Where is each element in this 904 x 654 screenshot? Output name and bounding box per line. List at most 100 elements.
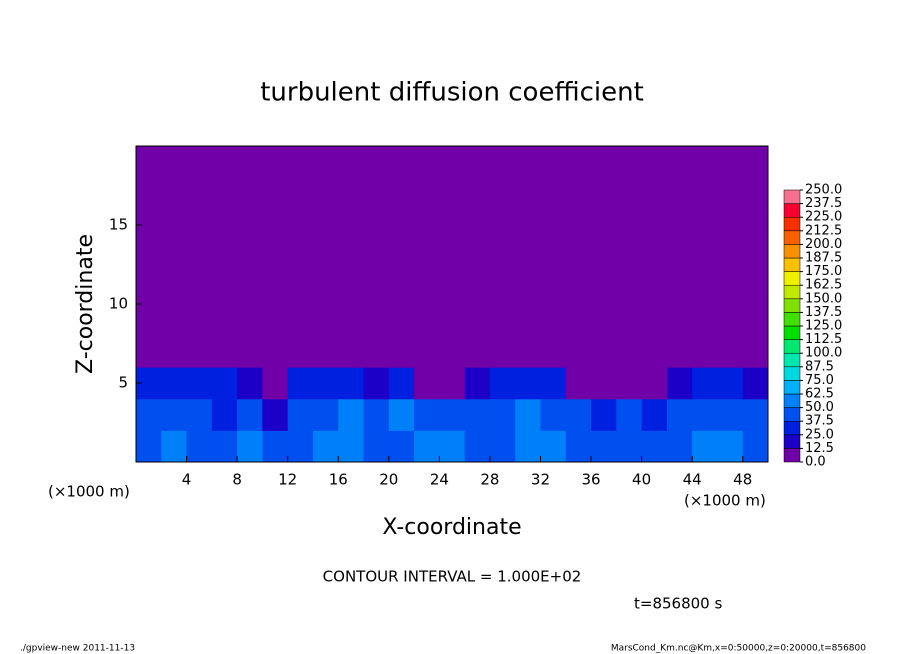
cell: [287, 430, 314, 463]
cell: [161, 367, 188, 400]
colorbar-swatch: [783, 312, 801, 327]
colorbar-label: 225.0: [805, 210, 842, 225]
cell: [211, 398, 238, 431]
x-tick-label: 36: [581, 471, 600, 489]
y-unit: (×1000 m): [48, 483, 130, 501]
cell: [666, 430, 693, 463]
cell: [237, 430, 263, 463]
cell: [211, 146, 238, 368]
cell: [388, 430, 415, 463]
cell: [717, 146, 744, 368]
colorbar-swatch: [783, 203, 801, 218]
x-tick-label: 32: [531, 471, 550, 489]
colorbar-label: 162.5: [805, 278, 842, 293]
cell: [742, 398, 769, 431]
cell: [742, 146, 769, 368]
cell: [136, 430, 162, 463]
cell: [742, 430, 769, 463]
cell: [439, 146, 466, 368]
colorbar-swatch: [783, 230, 801, 245]
cell: [312, 146, 339, 368]
cell: [515, 398, 541, 431]
x-tick-label: 16: [329, 471, 348, 489]
cell: [211, 430, 238, 463]
colorbar-swatch: [783, 393, 801, 408]
cell: [616, 430, 643, 463]
cell: [666, 398, 693, 431]
cell: [338, 367, 365, 400]
y-tick-label: 15: [109, 216, 128, 234]
cell: [388, 398, 415, 431]
cell: [338, 430, 365, 463]
colorbar-swatch: [783, 380, 801, 395]
cell: [489, 146, 516, 368]
colorbar-label: 100.0: [805, 346, 842, 361]
cell: [515, 430, 541, 463]
cell: [489, 398, 516, 431]
cell: [464, 430, 491, 463]
cell: [287, 398, 314, 431]
cell: [540, 146, 567, 368]
cell: [338, 146, 365, 368]
cell: [262, 146, 289, 368]
colorbar-swatch: [783, 352, 801, 368]
cell: [439, 398, 466, 431]
cell: [363, 146, 390, 368]
x-tick-label: 24: [430, 471, 449, 489]
footer-left: ./gpview-new 2011-11-13: [20, 644, 135, 654]
colorbar-label: 87.5: [805, 359, 834, 374]
colorbar-swatch: [783, 325, 801, 340]
colorbar-label: 175.0: [805, 264, 842, 279]
cell: [591, 430, 617, 463]
x-tick-label: 8: [232, 471, 242, 489]
cell: [414, 146, 440, 368]
colorbar-swatch: [783, 339, 801, 354]
cell: [591, 146, 617, 368]
cell: [641, 430, 668, 463]
cell: [414, 367, 440, 400]
colorbar-swatch: [783, 284, 801, 300]
cell: [439, 367, 466, 400]
cell: [616, 146, 643, 368]
cell: [616, 398, 643, 431]
cell: [414, 398, 440, 431]
cell: [692, 367, 718, 400]
colorbar-label: 0.0: [805, 455, 826, 470]
x-tick-label: 40: [632, 471, 651, 489]
colorbar-label: 150.0: [805, 291, 842, 306]
colorbar-label: 37.5: [805, 414, 834, 429]
colorbar-label: 250.0: [805, 183, 842, 198]
cell: [161, 430, 188, 463]
cell: [565, 367, 592, 400]
colorbar-label: 75.0: [805, 373, 834, 388]
x-tick-label: 48: [733, 471, 752, 489]
colorbar-label: 62.5: [805, 387, 834, 402]
cell: [540, 398, 567, 431]
colorbar-swatch: [783, 216, 801, 232]
cell: [388, 367, 415, 400]
y-axis-label: Z-coordinate: [73, 234, 98, 374]
colorbar-label: 50.0: [805, 400, 834, 415]
colorbar-label: 25.0: [805, 427, 834, 442]
cell: [312, 398, 339, 431]
x-axis-label: X-coordinate: [382, 515, 521, 540]
cell: [363, 430, 390, 463]
cell: [136, 146, 162, 368]
cell: [237, 146, 263, 368]
colorbar-swatch: [783, 448, 801, 463]
cell: [136, 398, 162, 431]
cell: [186, 430, 213, 463]
colorbar-label: 125.0: [805, 319, 842, 334]
colorbar-swatch: [783, 298, 801, 313]
cell: [717, 398, 744, 431]
colorbar-swatch: [783, 189, 801, 204]
cell: [666, 367, 693, 400]
cell: [489, 430, 516, 463]
colorbar-swatch: [783, 257, 801, 272]
cell: [161, 146, 188, 368]
colorbar-label: 137.5: [805, 305, 842, 320]
cell: [616, 367, 643, 400]
cell: [540, 430, 567, 463]
contour-note: CONTOUR INTERVAL = 1.000E+02: [323, 568, 582, 586]
